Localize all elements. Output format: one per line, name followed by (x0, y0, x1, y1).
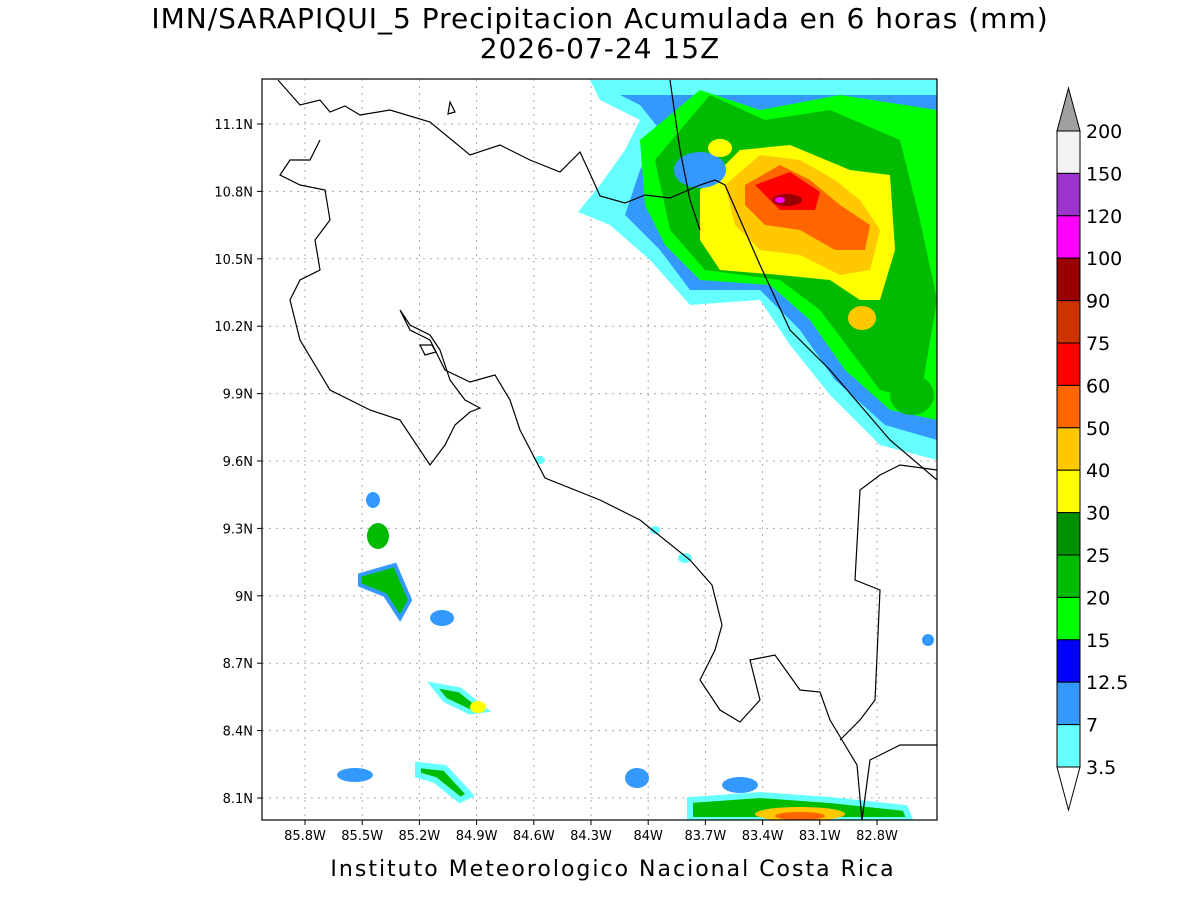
colorbar-box (1056, 384, 1081, 429)
x-tick-label: 83.7W (684, 829, 726, 844)
colorbar-box (1056, 130, 1081, 174)
colorbar-box (1056, 300, 1081, 344)
colorbar-box (1056, 172, 1081, 217)
colorbar-box (1056, 342, 1081, 386)
plot-frame (261, 78, 938, 821)
x-tick-label: 84W (633, 829, 663, 844)
colorbar-label: 25 (1086, 545, 1110, 567)
precipitation (337, 80, 937, 820)
y-tick-label: 11.1N (214, 118, 253, 133)
y-tick-label: 10.2N (214, 320, 253, 335)
colorbar-box (1056, 257, 1081, 302)
colorbar-label: 100 (1086, 248, 1122, 270)
colorbar-box (1056, 512, 1081, 556)
footer: Instituto Meteorologico Nacional Costa R… (330, 857, 895, 882)
y-tick-label: 9.9N (223, 388, 253, 403)
x-tick-label: 82.8W (856, 829, 898, 844)
x-tick-label: 83.1W (799, 829, 841, 844)
colorbar-label: 60 (1086, 375, 1110, 397)
colorbar-cap (1056, 86, 1081, 132)
colorbar-box (1056, 215, 1081, 259)
colorbar: 200 150 120 100 90 75 60 50 40 30 25 20 15 12.5 7 3.5 (1056, 86, 1128, 812)
colorbar-label: 7 (1086, 715, 1098, 737)
colorbar-cap (1056, 766, 1081, 812)
colorbar-label: 120 (1086, 206, 1122, 228)
coastlines (277, 79, 937, 820)
colorbar-label: 200 (1086, 121, 1122, 143)
colorbar-label: 150 (1086, 163, 1122, 185)
colorbar-box (1056, 681, 1081, 726)
colorbar-label: 15 (1086, 630, 1110, 652)
grid (262, 79, 937, 820)
x-tick-label: 85.8W (284, 829, 326, 844)
colorbar-label: 20 (1086, 587, 1110, 609)
y-tick-label: 9.3N (223, 522, 253, 537)
y-tick-label: 10.8N (214, 185, 253, 200)
subtitle: 2026-07-24 15Z (480, 32, 720, 65)
x-tick-label: 84.9W (456, 829, 498, 844)
colorbar-box (1056, 596, 1081, 641)
x-tick-label: 84.3W (570, 829, 612, 844)
y-tick-label: 8.4N (223, 725, 253, 740)
y-tick-label: 9.6N (223, 455, 253, 470)
colorbar-box (1056, 427, 1081, 471)
colorbar-label: 3.5 (1086, 757, 1116, 779)
colorbar-label: 50 (1086, 418, 1110, 440)
x-tick-label: 83.4W (742, 829, 784, 844)
colorbar-label: 12.5 (1086, 672, 1128, 694)
x-tick-label: 84.6W (513, 829, 555, 844)
y-tick-label: 10.5N (214, 253, 253, 268)
colorbar-label: 75 (1086, 333, 1110, 355)
axis-labels: 85.8W 85.5W 85.2W 84.9W 84.6W 84.3W 84W 83.7W 83… (214, 118, 898, 844)
colorbar-label: 40 (1086, 460, 1110, 482)
colorbar-box (1056, 639, 1081, 683)
y-tick-label: 8.7N (223, 657, 253, 672)
colorbar-box (1056, 469, 1081, 514)
colorbar-label: 30 (1086, 503, 1110, 525)
colorbar-label: 90 (1086, 291, 1110, 313)
title: IMN/SARAPIQUI_5 Precipitacion Acumulada … (151, 2, 1048, 35)
y-tick-label: 8.1N (223, 792, 253, 807)
x-tick-label: 85.2W (398, 829, 440, 844)
y-tick-label: 9N (235, 590, 253, 605)
colorbar-box (1056, 554, 1081, 598)
colorbar-box (1056, 724, 1081, 768)
x-tick-label: 85.5W (341, 829, 383, 844)
